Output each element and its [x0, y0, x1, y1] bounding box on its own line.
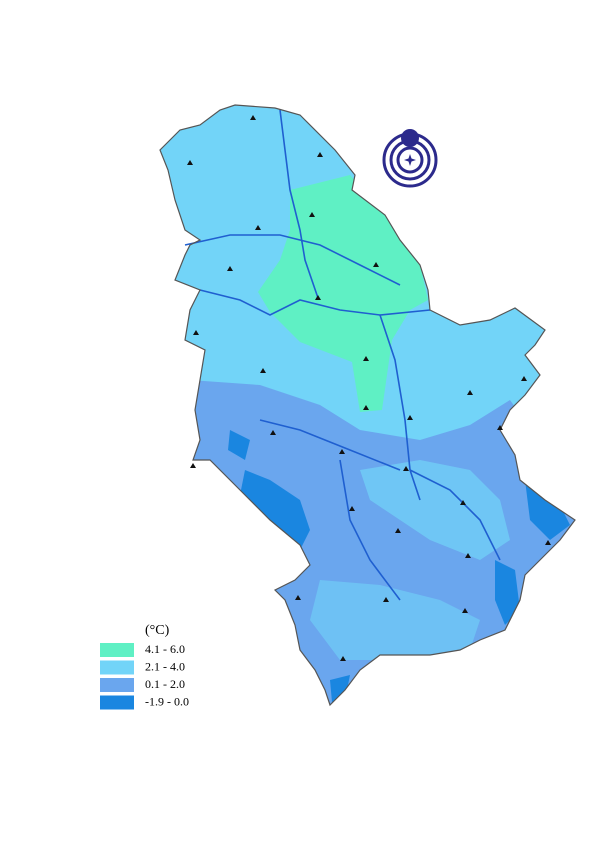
legend-swatch — [100, 643, 134, 657]
zone-mild-patch — [360, 460, 510, 560]
river — [339, 459, 401, 601]
zone-cold — [228, 430, 250, 460]
legend-label: 4.1 - 6.0 — [145, 642, 185, 656]
legend-label: 0.1 - 2.0 — [145, 677, 185, 691]
zone-cold — [240, 470, 310, 550]
river — [279, 109, 319, 299]
temperature-zones — [160, 105, 575, 705]
river — [379, 314, 421, 501]
logo — [382, 129, 438, 188]
legend-swatch — [100, 678, 134, 692]
legend-swatch — [100, 660, 134, 675]
legend-label: -1.9 - 0.0 — [145, 694, 189, 708]
rivers — [184, 109, 501, 601]
river — [184, 234, 401, 286]
river — [259, 419, 401, 471]
legend-title: (°C) — [145, 623, 170, 638]
zone-cold — [495, 560, 520, 625]
legend: 4.1 - 6.0 2.1 - 4.0 0.1 - 2.0 -1.9 - 0.0 — [100, 642, 189, 710]
legend-label: 2.1 - 4.0 — [145, 659, 185, 673]
zone-mild-patch — [310, 580, 480, 660]
zone-cold — [525, 480, 570, 540]
legend-swatch — [100, 695, 134, 710]
